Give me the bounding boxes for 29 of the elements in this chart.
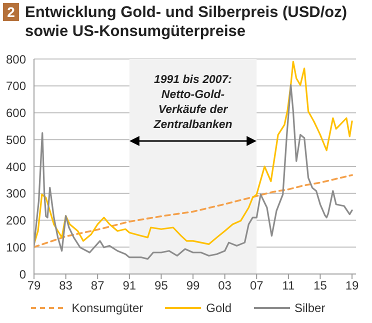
y-tick-label: 300 — [6, 186, 26, 201]
x-tick-label: 83 — [59, 278, 73, 293]
legend-label: Silber — [294, 300, 326, 316]
line-series — [34, 84, 353, 260]
legend-label: Konsumgüter — [72, 300, 144, 316]
y-tick-label: 0 — [19, 267, 26, 282]
y-tick-label: 200 — [6, 214, 26, 228]
text: 2 — [3, 3, 19, 21]
x-tick-label: 07 — [250, 278, 264, 293]
x-tick-label: 11 — [282, 278, 295, 293]
x-tick-label: 79 — [27, 278, 41, 293]
x-tick-label: 19 — [345, 278, 360, 293]
y-tick-label: 800 — [6, 52, 26, 66]
x-tick-label: 15 — [314, 278, 328, 293]
line-series — [34, 60, 353, 245]
legend-label: Gold — [206, 300, 232, 316]
band-label: 1991 bis 2007: Netto-Gold-Verkäufe der Zentralbanken — [152, 74, 232, 131]
x-tick-label: 03 — [218, 278, 232, 293]
x-tick-label: 91 — [122, 278, 136, 293]
x-tick-label: 99 — [186, 278, 200, 293]
y-tick-label: 500 — [6, 132, 26, 147]
y-tick-label: 600 — [6, 106, 26, 120]
x-tick-label: 87 — [90, 278, 105, 293]
y-tick-label: 100 — [6, 240, 26, 254]
chart-title: Entwicklung Gold- und Silberpreis (USD/oz) sowie US-Konsumgüterpreise — [25, 3, 348, 41]
y-tick-label: 400 — [6, 160, 26, 174]
line-series — [34, 174, 353, 248]
x-tick-label: 95 — [154, 278, 168, 293]
y-tick-label: 700 — [6, 79, 26, 94]
